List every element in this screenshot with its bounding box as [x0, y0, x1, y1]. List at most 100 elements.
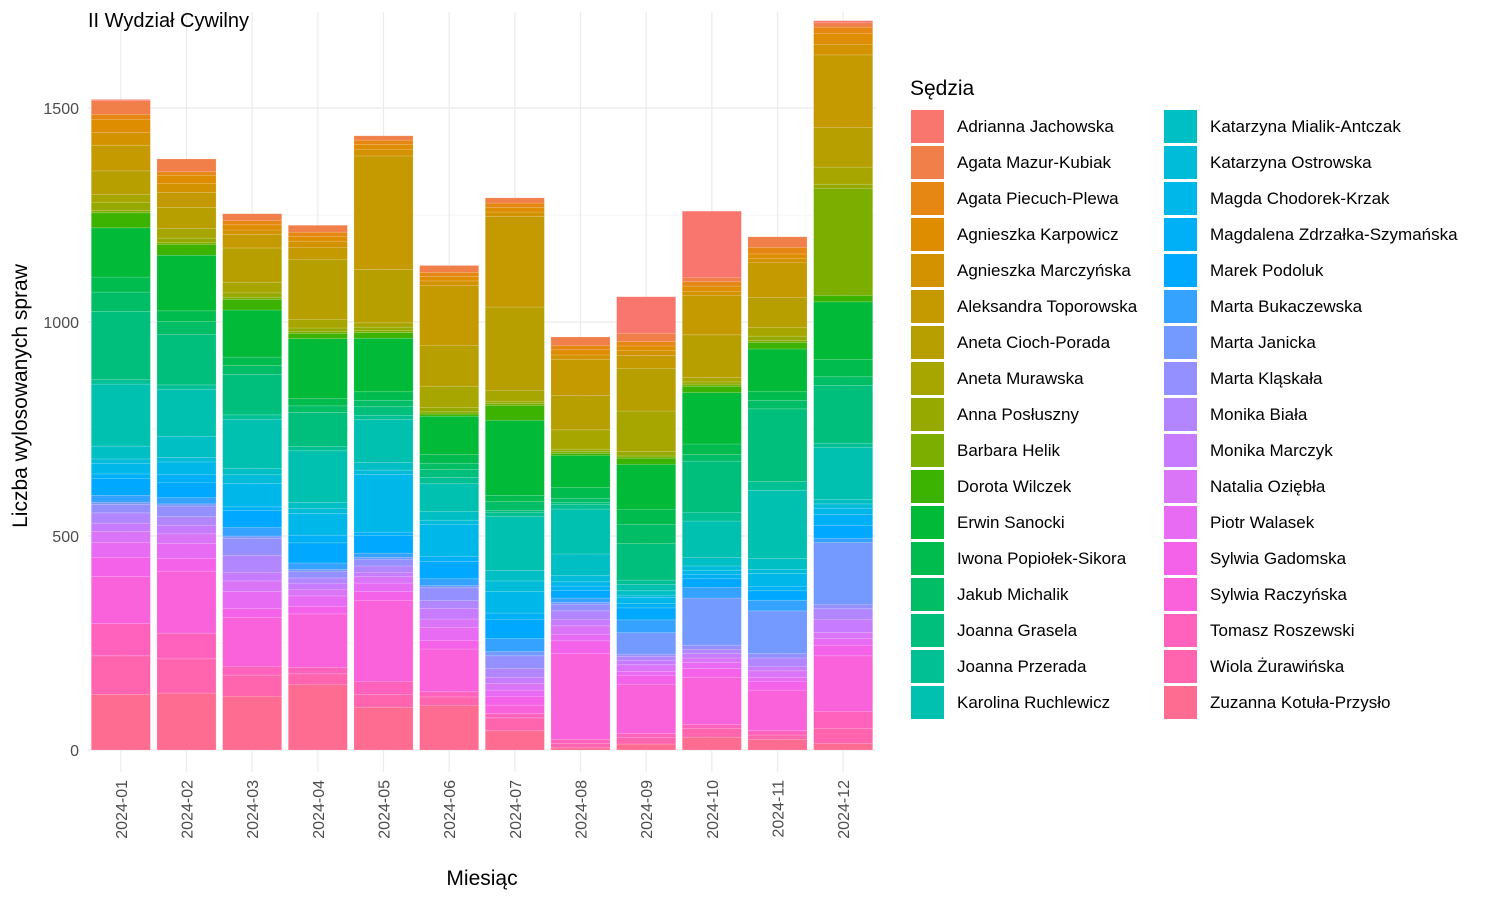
- legend-label: Karolina Ruchlewicz: [957, 693, 1110, 712]
- bar-segment: [90, 477, 151, 496]
- bar-segment: [484, 516, 545, 571]
- legend-key: [911, 182, 944, 215]
- bar-segment: [222, 468, 283, 476]
- bar-segment: [287, 562, 348, 570]
- bar-segment: [484, 405, 545, 421]
- bar-segment: [484, 619, 545, 640]
- bar-segment: [353, 535, 414, 554]
- bar-segment: [550, 498, 611, 503]
- bar-segment: [747, 327, 808, 337]
- bar-segment: [484, 215, 545, 308]
- bar-segment: [813, 537, 874, 543]
- bar-segment: [484, 704, 545, 714]
- bar-segment: [616, 579, 677, 585]
- bar-segment: [550, 738, 611, 744]
- legend-title: Sędzia: [910, 77, 975, 100]
- bar-segment: [484, 510, 545, 513]
- bar-segment: [353, 599, 414, 682]
- legend-key: [1164, 686, 1197, 719]
- legend-label: Natalia Oziębła: [1210, 477, 1326, 496]
- bar-segment: [681, 385, 742, 393]
- bar-segment: [616, 655, 677, 661]
- bar-segment: [550, 395, 611, 431]
- bar-segment: [419, 469, 480, 478]
- bar-segment: [681, 644, 742, 650]
- bar-segment: [419, 415, 480, 455]
- bar-segment: [550, 487, 611, 499]
- bar-segment: [90, 114, 151, 120]
- bar-segment: [90, 99, 151, 102]
- bar-segment: [813, 638, 874, 646]
- bar-segment: [156, 158, 217, 173]
- legend-label: Joanna Grasela: [957, 621, 1078, 640]
- legend-label: Erwin Sanocki: [957, 513, 1065, 532]
- bar-segment: [550, 597, 611, 603]
- legend-key: [1164, 470, 1197, 503]
- bar-segment: [353, 565, 414, 573]
- bar-segment: [616, 733, 677, 738]
- bar-segment: [813, 295, 874, 303]
- bar-segment: [616, 664, 677, 672]
- legend-label: Marek Podoluk: [1210, 261, 1324, 280]
- bars: [90, 20, 874, 751]
- bar-segment: [222, 527, 283, 537]
- legend-label: Aneta Cioch-Porada: [957, 333, 1111, 352]
- bar-segment: [616, 660, 677, 666]
- legend: Adrianna Jachowska Agata Mazur-Kubiak Agat…: [911, 110, 1458, 719]
- bar-segment: [813, 743, 874, 751]
- bar-segment: [90, 201, 151, 212]
- bar-segment: [90, 522, 151, 533]
- legend-key: [911, 650, 944, 683]
- bar-segment: [681, 285, 742, 292]
- bar-segment: [747, 340, 808, 343]
- legend-key: [911, 506, 944, 539]
- bar-segment: [353, 406, 414, 416]
- bar-segment: [484, 206, 545, 213]
- legend-key: [1164, 110, 1197, 143]
- bar-segment: [353, 582, 414, 592]
- bar-segment: [287, 569, 348, 572]
- bar-segment: [747, 681, 808, 691]
- bar-segment: [222, 666, 283, 676]
- x-tick-label: 2024-07: [508, 780, 525, 839]
- bar-segment: [419, 345, 480, 387]
- x-tick-label: 2024-06: [442, 780, 459, 839]
- bar-segment: [550, 590, 611, 599]
- legend-key: [911, 542, 944, 575]
- bar-segment: [90, 100, 151, 115]
- x-axis-ticks: 2024-01 2024-02 2024-03 2024-04 2024-05 2024-…: [114, 780, 853, 839]
- bar-segment: [222, 617, 283, 667]
- bar-segment: [353, 337, 414, 393]
- bar-segment: [287, 319, 348, 329]
- bar-segment: [419, 265, 480, 273]
- bar-segment: [90, 212, 151, 229]
- bar-segment: [222, 281, 283, 294]
- legend-label: Marta Bukaczewska: [1210, 297, 1363, 316]
- bar-segment: [90, 119, 151, 133]
- bar-segment: [90, 694, 151, 751]
- bar-segment: [747, 599, 808, 612]
- bar-segment: [419, 454, 480, 464]
- bar-segment: [747, 653, 808, 659]
- bar-segment: [287, 450, 348, 503]
- bar-segment: [813, 524, 874, 539]
- bar-segment: [813, 127, 874, 168]
- bar-segment: [616, 596, 677, 604]
- legend-key: [1164, 146, 1197, 179]
- legend-label: Sylwia Gadomska: [1210, 549, 1347, 568]
- bar-segment: [222, 373, 283, 416]
- bar-segment: [616, 341, 677, 347]
- bar-segment: [550, 634, 611, 642]
- bar-segment: [484, 713, 545, 719]
- bar-segment: [550, 508, 611, 555]
- bar-segment: [550, 581, 611, 587]
- bar-segment: [616, 355, 677, 369]
- bar-segment: [813, 542, 874, 605]
- legend-key: [911, 614, 944, 647]
- bar-segment: [550, 602, 611, 605]
- bar-segment: [616, 737, 677, 745]
- bar-segment: [813, 608, 874, 620]
- bar-segment: [747, 689, 808, 732]
- legend-label: Jakub Michalik: [957, 585, 1069, 604]
- legend-key: [1164, 326, 1197, 359]
